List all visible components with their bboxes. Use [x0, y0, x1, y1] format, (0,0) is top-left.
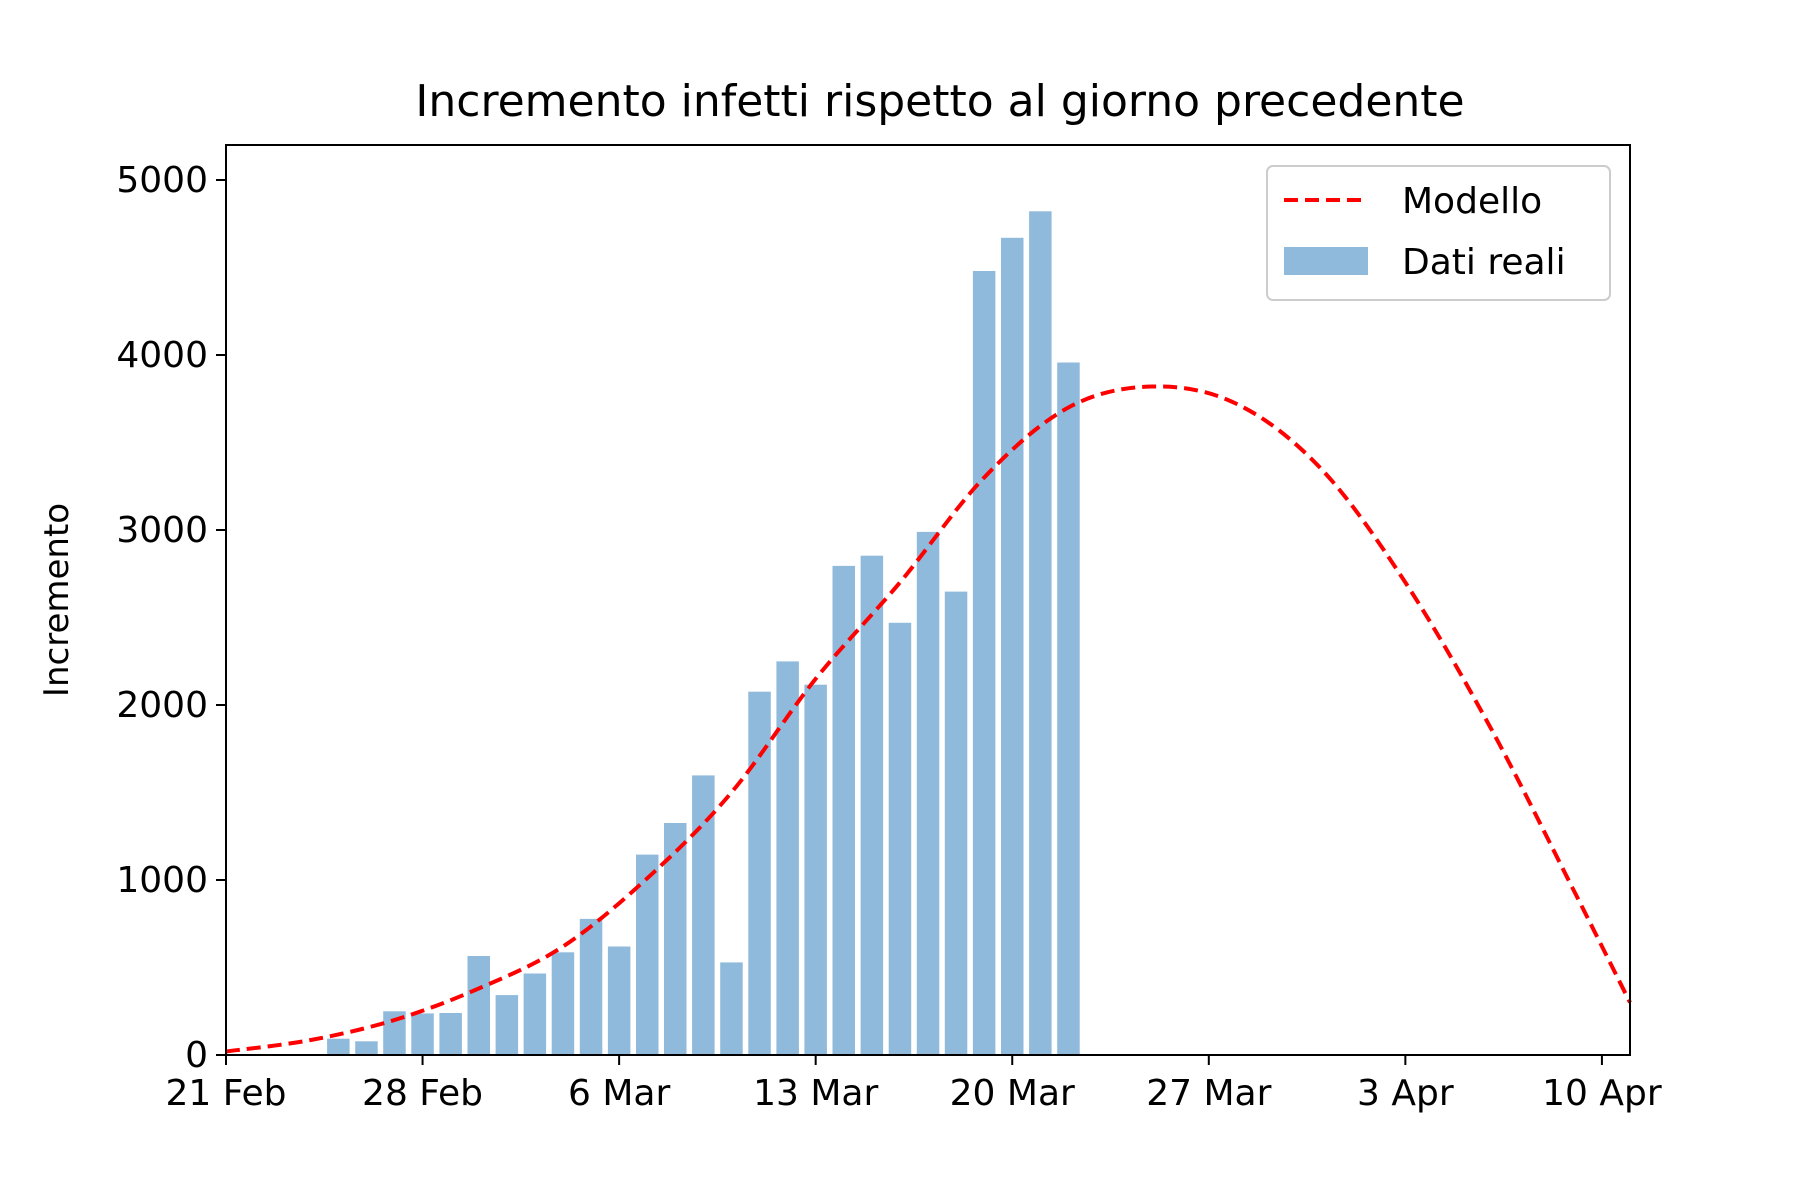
y-axis-label: Incremento — [37, 503, 77, 697]
bar-dati-reali-2020-03-11 — [748, 691, 771, 1055]
bar-dati-reali-2020-03-09 — [692, 775, 715, 1055]
x-tick-label-2020-04-10: 10 Apr — [1542, 1073, 1662, 1114]
bar-dati-reali-2020-03-14 — [832, 565, 855, 1055]
x-tick-label-2020-02-28: 28 Feb — [362, 1073, 483, 1114]
bar-dati-reali-2020-03-17 — [916, 531, 940, 1055]
legend-swatch-dati-reali — [1284, 247, 1368, 275]
legend-label-modello: Modello — [1402, 181, 1542, 222]
legend: Modello Dati reali — [1266, 165, 1611, 301]
bar-dati-reali-2020-03-13 — [804, 684, 827, 1055]
chart-title: Incremento infetti rispetto al giorno pr… — [415, 76, 1464, 127]
x-tick-label-2020-03-27: 27 Mar — [1146, 1073, 1271, 1114]
line-layer — [225, 384, 1632, 1054]
bar-dati-reali-2020-03-16 — [888, 622, 912, 1056]
x-tick-label-2020-03-06: 6 Mar — [568, 1073, 670, 1114]
x-axis: 21 Feb 28 Feb 6 Mar 13 Mar 20 Mar 27 Mar 3 Apr… — [166, 1055, 1662, 1114]
bar-dati-reali-2020-03-07 — [636, 854, 659, 1055]
bar-dati-reali-2020-03-01 — [467, 956, 490, 1055]
plot-frame — [225, 144, 1631, 1056]
line-modello — [225, 384, 1632, 1054]
y-tick-label-5000: 5000 — [116, 160, 208, 201]
y-axis: 0 1000 2000 3000 4000 5000 — [116, 160, 226, 1076]
bar-dati-reali-2020-03-20 — [1001, 237, 1024, 1056]
bar-dati-reali-2020-03-10 — [720, 962, 743, 1055]
x-tick-label-2020-03-20: 20 Mar — [950, 1073, 1075, 1114]
bars-layer — [327, 211, 1080, 1056]
bar-dati-reali-2020-02-25 — [327, 1038, 350, 1055]
bar-dati-reali-2020-03-15 — [860, 555, 884, 1055]
bar-dati-reali-2020-03-03 — [523, 973, 547, 1055]
bar-dati-reali-2020-03-12 — [776, 661, 799, 1055]
bar-dati-reali-2020-02-29 — [439, 1013, 462, 1055]
y-tick-label-2000: 2000 — [116, 685, 208, 726]
bar-dati-reali-2020-03-02 — [495, 995, 519, 1055]
y-tick-label-4000: 4000 — [116, 335, 208, 376]
bar-dati-reali-2020-02-27 — [383, 1011, 406, 1056]
bar-dati-reali-2020-03-05 — [579, 918, 603, 1055]
x-tick-label-2020-03-13: 13 Mar — [753, 1073, 878, 1114]
x-tick-label-2020-02-21: 21 Feb — [166, 1073, 287, 1114]
y-tick-label-3000: 3000 — [116, 510, 208, 551]
legend-label-dati-reali: Dati reali — [1402, 242, 1566, 283]
y-tick-label-0: 0 — [185, 1035, 208, 1076]
bar-dati-reali-2020-02-28 — [411, 1013, 434, 1055]
bar-dati-reali-2020-02-26 — [355, 1041, 378, 1055]
bar-dati-reali-2020-03-08 — [664, 823, 687, 1055]
bar-dati-reali-2020-03-21 — [1029, 211, 1052, 1056]
bar-dati-reali-2020-03-06 — [607, 946, 631, 1055]
y-tick-label-1000: 1000 — [116, 860, 208, 901]
x-tick-label-2020-04-03: 3 Apr — [1357, 1073, 1454, 1114]
bar-dati-reali-2020-03-18 — [944, 591, 968, 1055]
bar-dati-reali-2020-03-04 — [551, 952, 575, 1055]
bar-dati-reali-2020-03-19 — [972, 271, 996, 1055]
bar-dati-reali-2020-03-22 — [1057, 362, 1080, 1055]
